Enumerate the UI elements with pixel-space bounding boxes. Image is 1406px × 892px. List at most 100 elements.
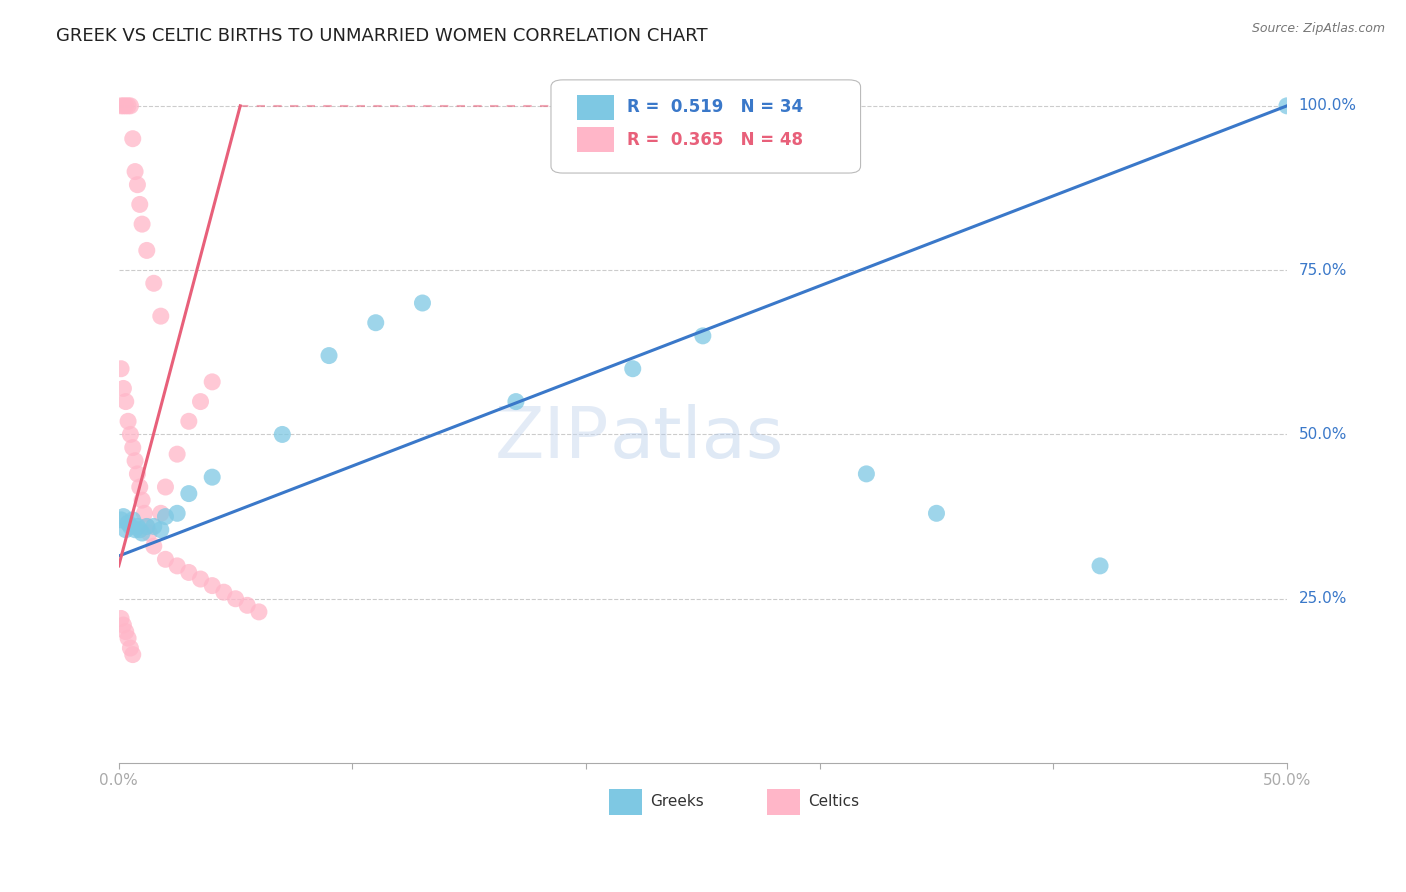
Text: 100.0%: 100.0% [1299,98,1357,113]
Point [575,99,598,113]
Point [117,631,139,645]
Point [124,164,146,178]
Point [657,99,679,113]
FancyBboxPatch shape [609,789,643,814]
Text: GREEK VS CELTIC BIRTHS TO UNMARRIED WOMEN CORRELATION CHART: GREEK VS CELTIC BIRTHS TO UNMARRIED WOME… [56,27,707,45]
Text: Source: ZipAtlas.com: Source: ZipAtlas.com [1251,22,1385,36]
Point [121,648,143,662]
Point [773,99,796,113]
Point [166,558,188,573]
Text: 75.0%: 75.0% [1299,262,1347,277]
Point [190,572,212,586]
Point [128,197,150,211]
Point [121,131,143,145]
Point [225,591,247,606]
Point [318,349,340,363]
Point [120,427,142,442]
Text: atlas: atlas [609,404,783,474]
Point [201,470,224,484]
Point [120,519,142,533]
Point [110,361,132,376]
Point [110,611,132,625]
FancyBboxPatch shape [768,789,800,814]
Point [138,526,160,541]
FancyBboxPatch shape [551,80,860,173]
Point [149,506,172,520]
Point [142,277,165,291]
Point [692,329,714,343]
Point [925,506,948,520]
Point [121,513,143,527]
Point [155,509,177,524]
Point [1088,558,1111,573]
Text: ZIP: ZIP [495,404,609,474]
Point [127,178,149,192]
FancyBboxPatch shape [576,95,614,120]
Point [177,566,200,580]
Point [110,513,132,527]
Point [271,427,294,442]
Point [124,523,146,537]
Point [190,394,212,409]
Point [124,454,146,468]
Point [114,523,136,537]
Point [127,467,149,481]
Point [149,309,172,323]
Point [112,509,135,524]
Point [364,316,387,330]
Point [236,599,259,613]
Point [135,519,157,533]
Text: 50.0%: 50.0% [1299,427,1347,442]
Point [177,486,200,500]
Point [166,506,188,520]
Point [128,523,150,537]
Point [117,516,139,531]
FancyBboxPatch shape [576,128,614,153]
Point [127,519,149,533]
Point [177,414,200,428]
Point [131,217,153,231]
Point [117,99,139,113]
Point [212,585,235,599]
Text: Celtics: Celtics [808,794,859,809]
Text: Greeks: Greeks [650,794,704,809]
Point [551,99,574,113]
Point [112,618,135,632]
Point [201,579,224,593]
Point [134,506,156,520]
Point [142,519,165,533]
Point [621,99,644,113]
Point [505,394,527,409]
Text: 25.0%: 25.0% [1299,591,1347,607]
Point [110,99,132,113]
Point [131,493,153,508]
Point [112,381,135,395]
Point [121,441,143,455]
Point [142,539,165,553]
Point [128,480,150,494]
Point [155,552,177,566]
Point [112,99,135,113]
Point [201,375,224,389]
Text: R =  0.365   N = 48: R = 0.365 N = 48 [627,131,803,149]
Point [114,99,136,113]
Point [120,640,142,655]
Point [247,605,270,619]
Point [855,467,877,481]
Point [117,414,139,428]
Point [131,526,153,541]
Point [411,296,433,310]
Point [114,394,136,409]
Point [149,523,172,537]
Point [135,244,157,258]
Point [1275,99,1298,113]
Point [120,99,142,113]
Point [621,361,644,376]
Point [155,480,177,494]
Point [716,99,738,113]
Point [681,99,703,113]
Point [166,447,188,461]
Point [114,624,136,639]
Text: R =  0.519   N = 34: R = 0.519 N = 34 [627,98,803,117]
Point [135,519,157,533]
